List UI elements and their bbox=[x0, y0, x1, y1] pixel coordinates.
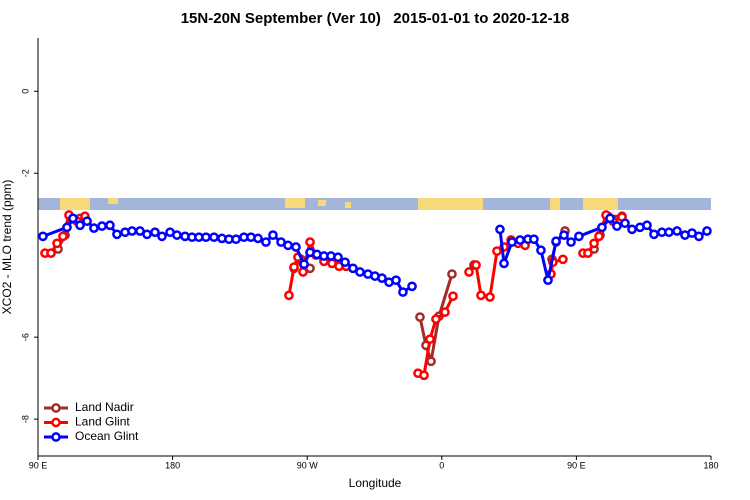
point bbox=[566, 237, 576, 247]
point bbox=[543, 275, 553, 286]
point bbox=[620, 218, 630, 229]
point bbox=[627, 224, 637, 235]
point bbox=[89, 223, 99, 233]
point bbox=[377, 273, 387, 283]
legend-marker bbox=[51, 417, 61, 428]
legend-label: Land Nadir bbox=[75, 400, 134, 414]
point bbox=[419, 370, 429, 381]
legend-marker bbox=[51, 403, 61, 413]
point bbox=[305, 237, 315, 247]
point bbox=[485, 292, 495, 302]
point bbox=[664, 227, 674, 238]
point bbox=[348, 263, 358, 274]
legend-label: Land Glint bbox=[75, 415, 130, 429]
point bbox=[495, 224, 505, 235]
point bbox=[112, 229, 122, 240]
point bbox=[172, 230, 182, 240]
point bbox=[289, 262, 299, 272]
point bbox=[464, 267, 474, 277]
x-tick-label: 180 bbox=[165, 460, 180, 470]
point bbox=[574, 231, 584, 242]
point bbox=[431, 314, 441, 324]
point bbox=[333, 252, 343, 263]
point bbox=[672, 226, 682, 236]
point bbox=[261, 237, 271, 247]
point bbox=[583, 248, 593, 258]
point bbox=[340, 257, 350, 268]
y-axis-label: XCO2 - MLO trend (ppm) bbox=[0, 180, 14, 315]
point bbox=[594, 231, 604, 242]
chart-title: 15N-20N September (Ver 10) 2015-01-01 to… bbox=[181, 10, 570, 27]
point bbox=[209, 232, 219, 243]
point bbox=[448, 291, 458, 302]
point bbox=[284, 290, 294, 301]
y-tick-label: -6 bbox=[20, 333, 30, 341]
point bbox=[62, 222, 72, 233]
point bbox=[447, 269, 457, 279]
point bbox=[507, 237, 517, 247]
point bbox=[559, 230, 569, 240]
point bbox=[499, 258, 509, 269]
point bbox=[46, 248, 56, 258]
point bbox=[52, 238, 62, 249]
legend-label: Ocean Glint bbox=[75, 429, 139, 443]
point bbox=[694, 231, 704, 242]
point bbox=[105, 220, 115, 231]
point bbox=[201, 232, 211, 243]
point bbox=[38, 231, 48, 242]
point bbox=[291, 242, 301, 252]
point bbox=[649, 229, 659, 240]
point bbox=[157, 231, 167, 242]
point bbox=[142, 229, 152, 240]
point bbox=[398, 287, 408, 297]
point bbox=[515, 235, 525, 245]
point bbox=[127, 226, 137, 236]
y-tick-label: 0 bbox=[20, 89, 30, 94]
point bbox=[440, 307, 450, 318]
point bbox=[426, 356, 436, 367]
x-tick-label: 0 bbox=[439, 460, 444, 470]
x-tick-label: 180 bbox=[703, 460, 718, 470]
x-axis-label: Longitude bbox=[349, 476, 402, 490]
point bbox=[82, 216, 92, 227]
point bbox=[471, 260, 481, 270]
point bbox=[597, 222, 607, 233]
point bbox=[529, 234, 539, 245]
x-tick-label: 90 E bbox=[29, 460, 48, 470]
point bbox=[58, 231, 68, 242]
point bbox=[68, 213, 78, 224]
point bbox=[299, 259, 309, 270]
point bbox=[605, 213, 615, 224]
point bbox=[612, 221, 622, 231]
legend-marker bbox=[51, 432, 61, 442]
point bbox=[150, 227, 160, 238]
point bbox=[391, 275, 401, 286]
point bbox=[283, 240, 293, 251]
point bbox=[231, 234, 241, 245]
point bbox=[97, 221, 107, 231]
point bbox=[536, 245, 546, 256]
point bbox=[702, 226, 712, 236]
point bbox=[642, 220, 652, 231]
point bbox=[298, 267, 308, 277]
map-strip bbox=[38, 198, 711, 210]
point bbox=[407, 281, 417, 292]
point bbox=[253, 233, 263, 244]
point bbox=[589, 238, 599, 249]
point bbox=[551, 236, 561, 247]
point bbox=[492, 246, 502, 256]
y-tick-label: -2 bbox=[20, 169, 30, 177]
point bbox=[268, 230, 278, 240]
point bbox=[415, 312, 425, 322]
y-tick-label: -8 bbox=[20, 415, 30, 423]
x-tick-label: 90 W bbox=[297, 460, 319, 470]
point bbox=[476, 290, 486, 301]
point bbox=[355, 267, 365, 277]
x-tick-label: 90 E bbox=[567, 460, 586, 470]
point bbox=[75, 220, 85, 231]
point bbox=[425, 334, 435, 345]
point bbox=[558, 254, 568, 265]
